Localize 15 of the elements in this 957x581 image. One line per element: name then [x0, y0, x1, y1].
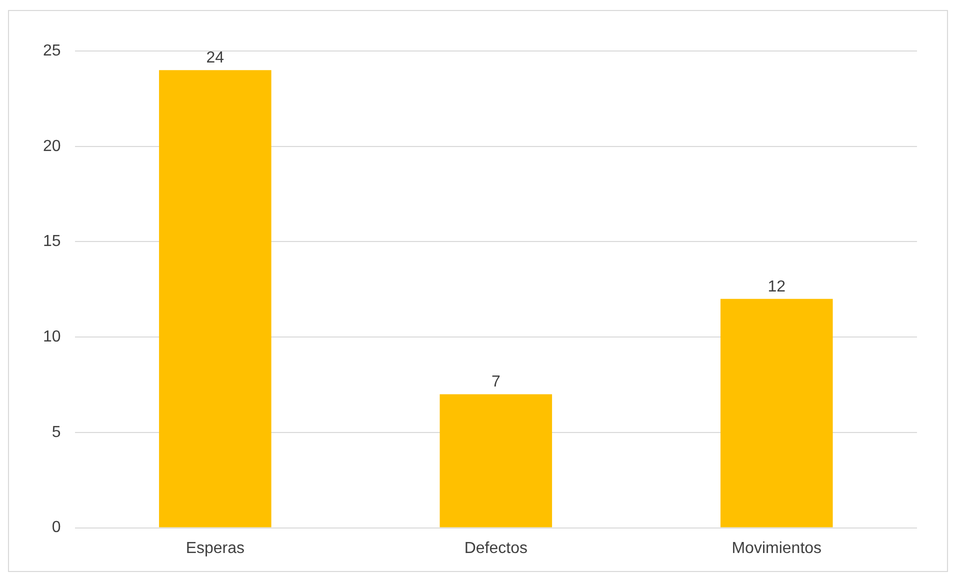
y-tick-label: 25 — [43, 42, 61, 60]
y-tick-label: 20 — [43, 138, 61, 155]
bar — [159, 70, 272, 528]
bar — [720, 298, 833, 528]
x-tick-label: Movimientos — [732, 540, 822, 557]
data-label: 12 — [768, 278, 786, 296]
y-tick-label: 15 — [43, 233, 61, 250]
data-label: 24 — [206, 49, 224, 66]
y-tick-label: 5 — [52, 424, 61, 441]
y-tick-label: 0 — [52, 519, 61, 536]
x-tick-label: Esperas — [186, 540, 245, 557]
bar — [440, 394, 552, 528]
x-tick-label: Defectos — [464, 540, 528, 557]
data-label: 7 — [491, 374, 500, 391]
y-tick-label: 10 — [43, 328, 61, 346]
